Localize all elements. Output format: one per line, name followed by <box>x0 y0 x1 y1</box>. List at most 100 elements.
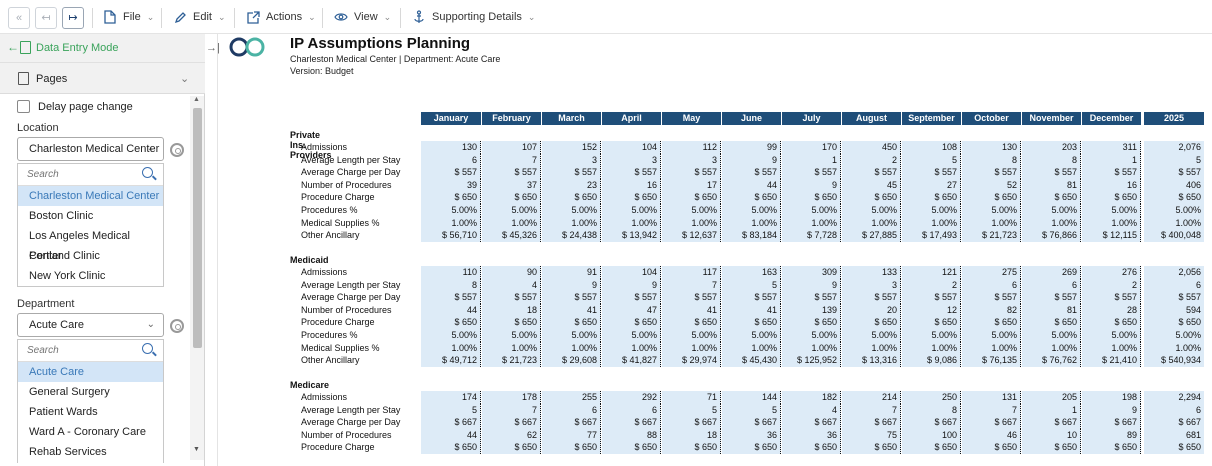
gear-icon[interactable] <box>170 143 184 157</box>
data-cell[interactable]: $ 667 <box>482 416 541 429</box>
data-cell[interactable]: $ 557 <box>421 291 481 304</box>
data-cell[interactable]: $ 650 <box>1022 191 1081 204</box>
data-cell[interactable]: 4 <box>482 279 541 292</box>
data-cell[interactable]: 152 <box>542 141 601 154</box>
data-cell[interactable]: 4 <box>782 404 841 417</box>
data-cell[interactable]: $ 41,827 <box>602 354 661 367</box>
data-cell[interactable]: 5.00% <box>1082 329 1141 342</box>
data-cell[interactable]: 8 <box>421 279 481 292</box>
data-cell[interactable]: 44 <box>421 304 481 317</box>
pages-panel-header[interactable]: Pages ⌄ <box>0 62 205 94</box>
data-cell[interactable]: 5.00% <box>962 204 1021 217</box>
data-cell[interactable]: 205 <box>1022 391 1081 404</box>
data-cell[interactable]: 292 <box>602 391 661 404</box>
data-cell[interactable]: 1.00% <box>962 342 1021 355</box>
data-cell[interactable]: 104 <box>602 141 661 154</box>
data-cell[interactable]: 1.00% <box>482 342 541 355</box>
first-page-icon[interactable]: « <box>8 7 30 29</box>
data-cell[interactable]: 41 <box>722 304 781 317</box>
data-cell[interactable]: 144 <box>722 391 781 404</box>
data-cell[interactable]: 5.00% <box>1082 204 1141 217</box>
data-cell[interactable]: $ 557 <box>902 166 961 179</box>
data-cell[interactable]: 7 <box>842 404 901 417</box>
data-cell[interactable]: 5.00% <box>962 329 1021 342</box>
data-cell[interactable]: 3 <box>602 154 661 167</box>
data-cell[interactable]: 3 <box>542 154 601 167</box>
data-cell[interactable]: $ 557 <box>602 291 661 304</box>
data-cell[interactable]: 450 <box>842 141 901 154</box>
data-cell[interactable]: 9 <box>782 179 841 192</box>
data-cell[interactable]: 23 <box>542 179 601 192</box>
data-cell[interactable]: 104 <box>602 266 661 279</box>
data-cell[interactable]: 1.00% <box>842 217 901 230</box>
location-option[interactable]: Los Angeles Medical Center <box>29 230 130 262</box>
supporting-details-menu[interactable]: Supporting Details ⌄ <box>412 0 535 34</box>
data-cell[interactable]: 41 <box>662 304 721 317</box>
data-cell[interactable]: 309 <box>782 266 841 279</box>
data-cell[interactable]: $ 650 <box>782 441 841 454</box>
location-option[interactable]: Charleston Medical Center <box>18 186 163 206</box>
data-cell[interactable]: $ 650 <box>962 191 1021 204</box>
delay-page-change-checkbox[interactable] <box>17 100 30 113</box>
data-cell[interactable]: $ 650 <box>482 316 541 329</box>
data-cell[interactable]: 1.00% <box>542 342 601 355</box>
data-cell[interactable]: 1.00% <box>542 217 601 230</box>
data-cell[interactable]: 1.00% <box>1082 342 1141 355</box>
expand-panel-icon[interactable]: →| <box>206 42 220 54</box>
data-cell[interactable]: 3 <box>662 154 721 167</box>
data-cell[interactable]: $ 667 <box>782 416 841 429</box>
data-cell[interactable]: 5.00% <box>782 204 841 217</box>
data-cell[interactable]: 5.00% <box>902 204 961 217</box>
data-cell[interactable]: 20 <box>842 304 901 317</box>
data-cell[interactable]: 178 <box>482 391 541 404</box>
data-cell[interactable]: 1.00% <box>482 217 541 230</box>
data-cell[interactable]: 1.00% <box>1082 217 1141 230</box>
department-option[interactable]: Patient Wards <box>29 406 98 418</box>
data-cell[interactable]: $ 12,115 <box>1082 229 1141 242</box>
data-cell[interactable]: 100 <box>902 429 961 442</box>
total-cell[interactable]: $ 557 <box>1144 166 1204 179</box>
data-cell[interactable]: $ 650 <box>1082 191 1141 204</box>
data-cell[interactable]: $ 667 <box>602 416 661 429</box>
data-cell[interactable]: 5.00% <box>421 329 481 342</box>
data-cell[interactable]: 81 <box>1022 304 1081 317</box>
data-cell[interactable]: $ 650 <box>662 441 721 454</box>
data-cell[interactable]: 110 <box>421 266 481 279</box>
data-cell[interactable]: $ 650 <box>662 191 721 204</box>
data-cell[interactable]: $ 557 <box>542 291 601 304</box>
data-cell[interactable]: 311 <box>1082 141 1141 154</box>
forward-icon[interactable]: ↦ <box>62 7 84 29</box>
data-cell[interactable]: 7 <box>962 404 1021 417</box>
data-cell[interactable]: 52 <box>962 179 1021 192</box>
gear-icon[interactable] <box>170 319 184 333</box>
data-cell[interactable]: $ 29,608 <box>542 354 601 367</box>
data-entry-mode-toggle[interactable]: ← Data Entry Mode <box>0 34 205 62</box>
data-cell[interactable]: 27 <box>902 179 961 192</box>
data-cell[interactable]: 9 <box>782 279 841 292</box>
total-cell[interactable]: 5 <box>1144 154 1204 167</box>
data-cell[interactable]: $ 557 <box>421 166 481 179</box>
data-cell[interactable]: 198 <box>1082 391 1141 404</box>
data-cell[interactable]: $ 557 <box>602 166 661 179</box>
data-cell[interactable]: $ 557 <box>1082 291 1141 304</box>
data-cell[interactable]: $ 13,316 <box>842 354 901 367</box>
data-cell[interactable]: 1.00% <box>782 217 841 230</box>
data-cell[interactable]: $ 650 <box>482 191 541 204</box>
data-cell[interactable]: $ 76,762 <box>1022 354 1081 367</box>
data-cell[interactable]: 16 <box>1082 179 1141 192</box>
scroll-down-icon[interactable]: ▼ <box>193 446 200 453</box>
data-cell[interactable]: $ 83,184 <box>722 229 781 242</box>
total-cell[interactable]: $ 667 <box>1144 416 1204 429</box>
data-cell[interactable]: $ 9,086 <box>902 354 961 367</box>
data-cell[interactable]: 44 <box>421 429 481 442</box>
data-cell[interactable]: 174 <box>421 391 481 404</box>
location-search-input[interactable] <box>18 164 128 184</box>
data-cell[interactable]: $ 650 <box>962 441 1021 454</box>
data-cell[interactable]: 170 <box>782 141 841 154</box>
file-menu[interactable]: File ⌄ <box>103 0 154 34</box>
data-cell[interactable]: $ 650 <box>602 441 661 454</box>
total-cell[interactable]: 2,076 <box>1144 141 1204 154</box>
data-cell[interactable]: $ 650 <box>482 441 541 454</box>
data-cell[interactable]: 6 <box>421 154 481 167</box>
data-cell[interactable]: 71 <box>662 391 721 404</box>
